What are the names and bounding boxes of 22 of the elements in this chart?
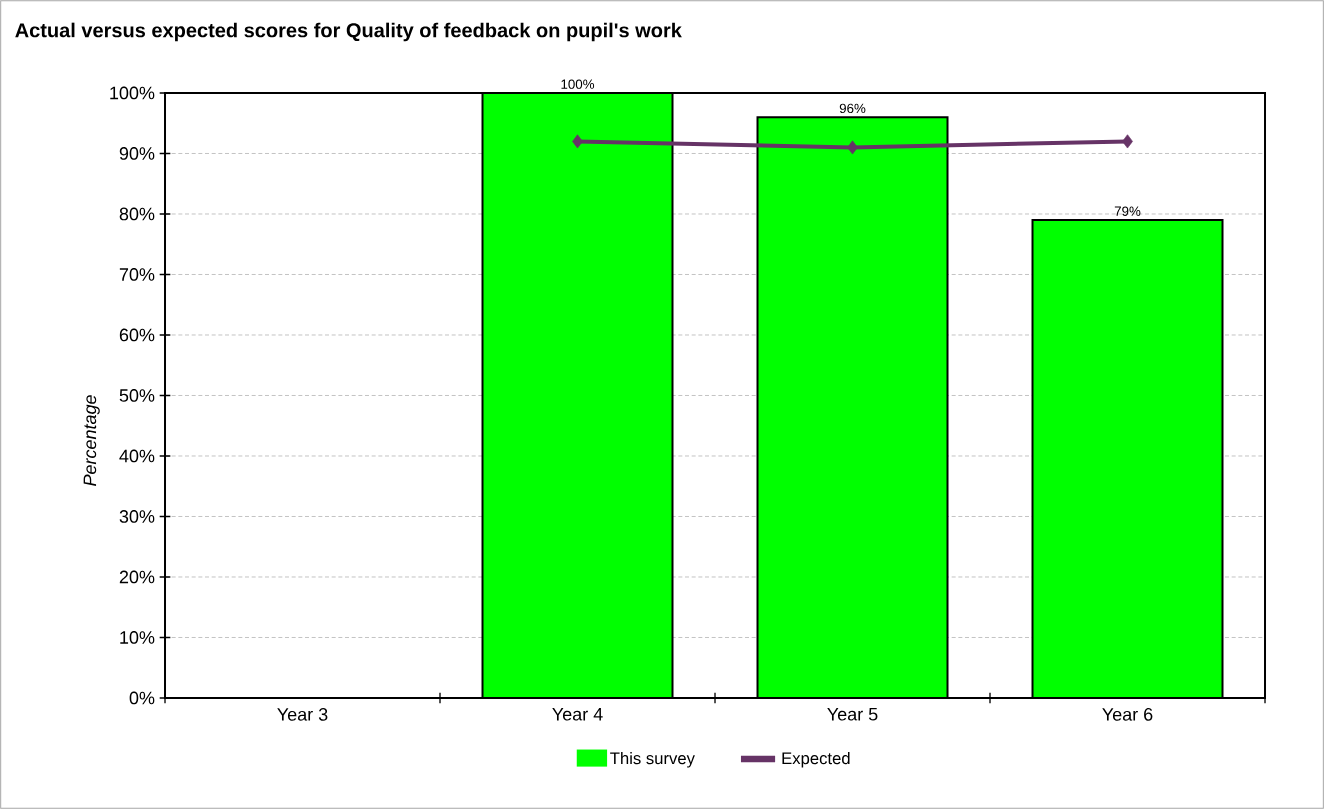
y-axis-title: Percentage — [83, 395, 100, 486]
x-tick-label: Year 6 — [1102, 708, 1153, 721]
data-label: 96% — [839, 103, 866, 114]
y-tick-label: 20% — [119, 570, 155, 584]
y-tick-label: 100% — [110, 86, 155, 100]
x-tick-label: Year 5 — [827, 708, 878, 721]
y-tick-label: 80% — [119, 207, 155, 221]
data-label: 100% — [561, 79, 595, 89]
data-label: 79% — [1114, 206, 1141, 216]
y-tick-label: 50% — [119, 389, 155, 402]
y-tick-label: 0% — [129, 691, 155, 705]
y-tick-label: 70% — [119, 268, 155, 281]
y-tick-label: 90% — [119, 147, 155, 160]
legend-label: Expected — [782, 751, 850, 768]
y-tick-label: 30% — [119, 510, 155, 523]
x-tick-label: Year 3 — [277, 708, 328, 721]
y-tick-label: 60% — [119, 328, 155, 342]
chart-title: Actual versus expected scores for Quality of feedback on pupil's work — [15, 22, 682, 42]
y-tick-label: 10% — [120, 631, 155, 644]
legend-label: This survey — [610, 751, 695, 768]
y-tick-label: 40% — [119, 449, 155, 463]
x-tick-label: Year 4 — [552, 708, 603, 721]
